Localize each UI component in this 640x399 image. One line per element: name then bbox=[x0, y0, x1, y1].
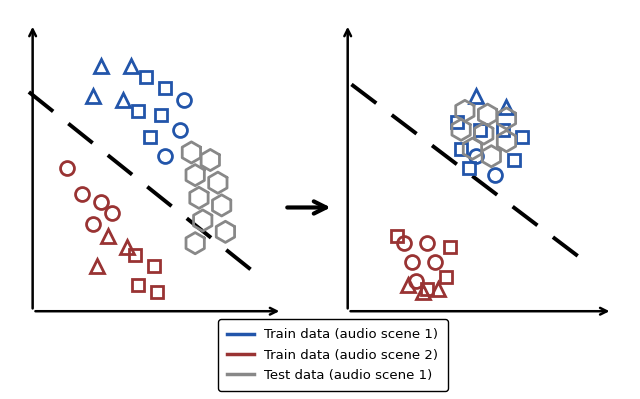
Legend: Train data (audio scene 1), Train data (audio scene 2), Test data (audio scene 1: Train data (audio scene 1), Train data (… bbox=[218, 319, 447, 391]
